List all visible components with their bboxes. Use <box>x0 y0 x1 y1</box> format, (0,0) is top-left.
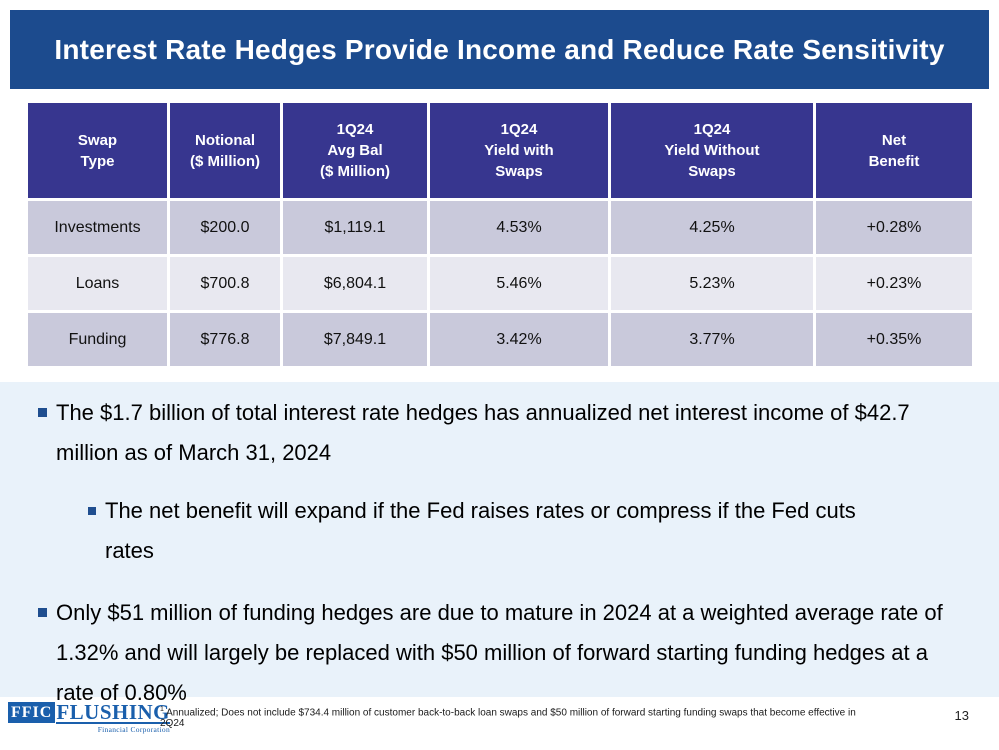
swap-table-container: Swap Type Notional ($ Million) 1Q24 Avg … <box>25 100 975 369</box>
cell-notional: $700.8 <box>170 257 280 310</box>
column-header-yield-without-swaps: 1Q24 Yield Without Swaps <box>611 103 813 198</box>
cell-avg-bal: $1,119.1 <box>283 201 427 254</box>
column-header-avg-bal: 1Q24 Avg Bal ($ Million) <box>283 103 427 198</box>
table-row-loans: Loans $700.8 $6,804.1 5.46% 5.23% +0.23% <box>28 257 972 310</box>
bullet-text: The net benefit will expand if the Fed r… <box>105 498 856 563</box>
cell-swap-type: Loans <box>28 257 167 310</box>
logo-flushing-text: FLUSHING <box>56 700 171 724</box>
bullet-text: The $1.7 billion of total interest rate … <box>56 400 910 465</box>
cell-net-benefit: +0.35% <box>816 313 972 366</box>
cell-swap-type: Funding <box>28 313 167 366</box>
bullet-square-icon <box>88 507 96 515</box>
cell-net-benefit: +0.23% <box>816 257 972 310</box>
bullet-funding-hedges: Only $51 million of funding hedges are d… <box>38 593 999 713</box>
ffic-logo-box: FFIC <box>8 702 56 723</box>
cell-notional: $776.8 <box>170 313 280 366</box>
page-title: Interest Rate Hedges Provide Income and … <box>54 33 945 65</box>
highlights-panel: The $1.7 billion of total interest rate … <box>0 382 999 705</box>
cell-yield-with: 5.46% <box>430 257 608 310</box>
cell-swap-type: Investments <box>28 201 167 254</box>
table-header-row: Swap Type Notional ($ Million) 1Q24 Avg … <box>28 103 972 198</box>
ffic-flushing-logo: FFIC FLUSHING Financial Corporation <box>8 700 171 734</box>
page-number: 13 <box>954 708 969 723</box>
column-header-yield-with-swaps: 1Q24 Yield with Swaps <box>430 103 608 198</box>
column-header-net-benefit: Net Benefit <box>816 103 972 198</box>
cell-avg-bal: $6,804.1 <box>283 257 427 310</box>
bullet-square-icon <box>38 408 47 417</box>
swap-table: Swap Type Notional ($ Million) 1Q24 Avg … <box>25 100 975 369</box>
column-header-notional: Notional ($ Million) <box>170 103 280 198</box>
footnote: 1 Annualized; Does not include $734.4 mi… <box>160 706 880 729</box>
table-row-funding: Funding $776.8 $7,849.1 3.42% 3.77% +0.3… <box>28 313 972 366</box>
footnote-text: Annualized; Does not include $734.4 mill… <box>160 707 856 730</box>
sub-bullet-net-benefit: The net benefit will expand if the Fed r… <box>88 491 999 571</box>
footnote-superscript: 1 <box>160 706 164 713</box>
column-header-swap-type: Swap Type <box>28 103 167 198</box>
logo-wordmark: FLUSHING Financial Corporation <box>56 700 171 734</box>
cell-yield-without: 3.77% <box>611 313 813 366</box>
cell-notional: $200.0 <box>170 201 280 254</box>
cell-yield-without: 5.23% <box>611 257 813 310</box>
bullet-text: Only $51 million of funding hedges are d… <box>56 600 943 705</box>
logo-subtitle: Financial Corporation <box>97 725 171 734</box>
cell-yield-with: 4.53% <box>430 201 608 254</box>
title-bar: Interest Rate Hedges Provide Income and … <box>10 10 989 89</box>
table-row-investments: Investments $200.0 $1,119.1 4.53% 4.25% … <box>28 201 972 254</box>
cell-yield-with: 3.42% <box>430 313 608 366</box>
cell-net-benefit: +0.28% <box>816 201 972 254</box>
cell-avg-bal: $7,849.1 <box>283 313 427 366</box>
cell-yield-without: 4.25% <box>611 201 813 254</box>
bullet-square-icon <box>38 608 47 617</box>
bullet-total-hedges: The $1.7 billion of total interest rate … <box>38 393 999 473</box>
